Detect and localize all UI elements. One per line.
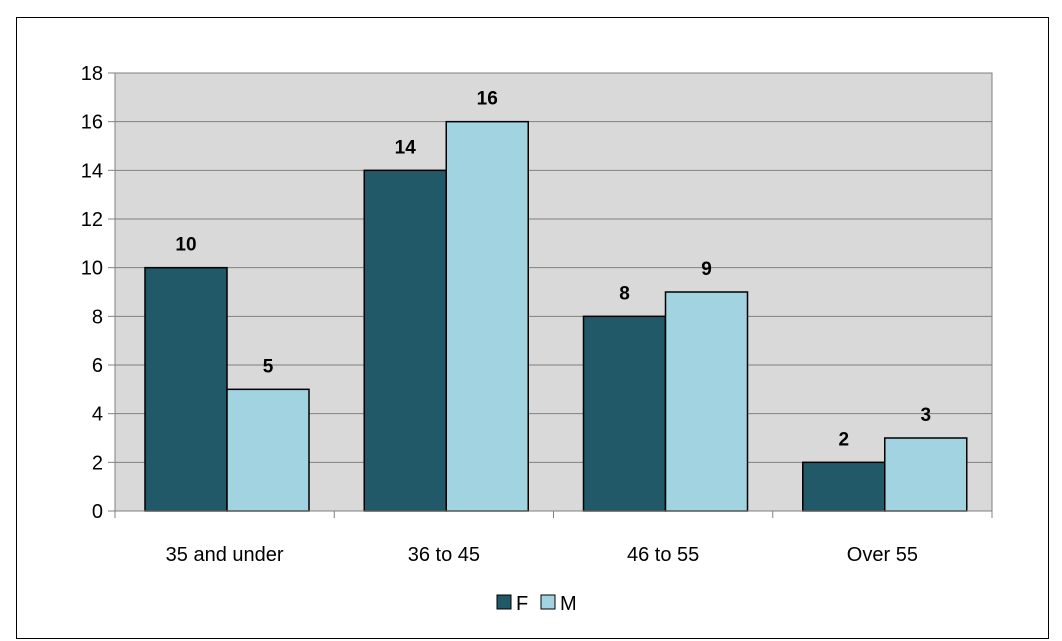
bar-m-2 (664, 291, 749, 512)
bar-f-0 (144, 266, 228, 512)
bar-m-1 (445, 120, 529, 512)
bar-m-0 (226, 388, 310, 512)
bar-m-3 (884, 437, 968, 512)
bar-f-3 (802, 461, 886, 512)
y-tick-label: 8 (92, 306, 103, 328)
y-tick-label: 16 (81, 112, 103, 134)
data-label: 9 (701, 259, 712, 280)
axes (108, 72, 993, 518)
y-tick-label: 12 (81, 209, 103, 231)
bars (144, 120, 968, 512)
y-tick-label: 18 (81, 63, 103, 85)
category-labels: 35 and under 36 to 45 46 to 55 Over 55 (166, 544, 918, 566)
category-label: Over 55 (847, 544, 918, 566)
data-label: 14 (395, 137, 417, 158)
data-labels: 10 5 14 16 8 9 2 3 (175, 89, 931, 451)
y-tick-label: 10 (81, 258, 103, 280)
data-label: 2 (838, 429, 849, 450)
bar-f-1 (363, 169, 447, 512)
legend-swatch-m (540, 594, 556, 610)
y-tick-labels: 0 2 4 6 8 10 12 14 16 18 (81, 63, 103, 523)
legend-swatch-f (496, 594, 512, 610)
category-label: 46 to 55 (627, 544, 699, 566)
category-label: 36 to 45 (408, 544, 480, 566)
data-label: 16 (477, 89, 498, 110)
y-tick-label: 4 (92, 404, 103, 426)
category-label: 35 and under (166, 544, 284, 566)
data-label: 3 (920, 405, 931, 426)
data-label: 5 (263, 356, 274, 377)
legend-label: M (560, 593, 577, 615)
legend-label: F (516, 593, 528, 615)
y-tick-label: 2 (92, 452, 103, 474)
y-tick-label: 6 (92, 355, 103, 377)
data-label: 8 (619, 283, 630, 304)
y-tick-label: 0 (92, 501, 103, 523)
bar-f-2 (582, 315, 667, 512)
data-label: 10 (175, 235, 196, 256)
y-tick-label: 14 (81, 160, 103, 182)
